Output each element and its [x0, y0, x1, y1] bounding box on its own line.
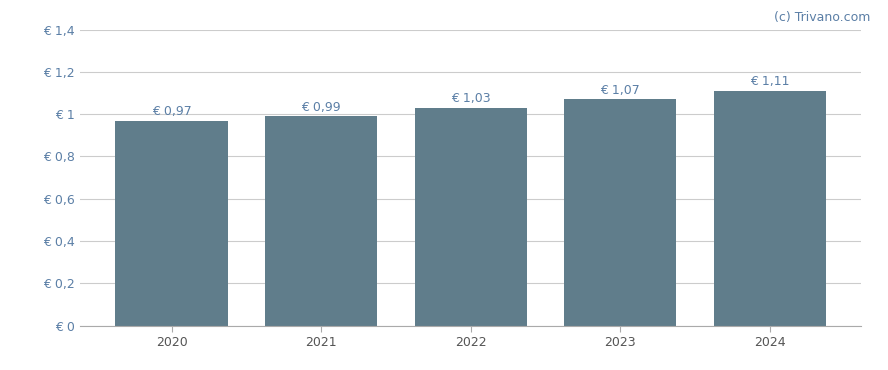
Text: € 1,03: € 1,03 — [451, 92, 490, 105]
Text: € 0,97: € 0,97 — [152, 105, 192, 118]
Bar — [714, 91, 826, 326]
Bar — [265, 116, 377, 326]
Bar — [415, 108, 527, 326]
Text: € 1,11: € 1,11 — [750, 75, 789, 88]
Text: € 0,99: € 0,99 — [301, 101, 341, 114]
Text: (c) Trivano.com: (c) Trivano.com — [773, 11, 870, 24]
Bar — [115, 121, 227, 326]
Bar — [564, 100, 677, 326]
Text: € 1,07: € 1,07 — [600, 84, 640, 97]
